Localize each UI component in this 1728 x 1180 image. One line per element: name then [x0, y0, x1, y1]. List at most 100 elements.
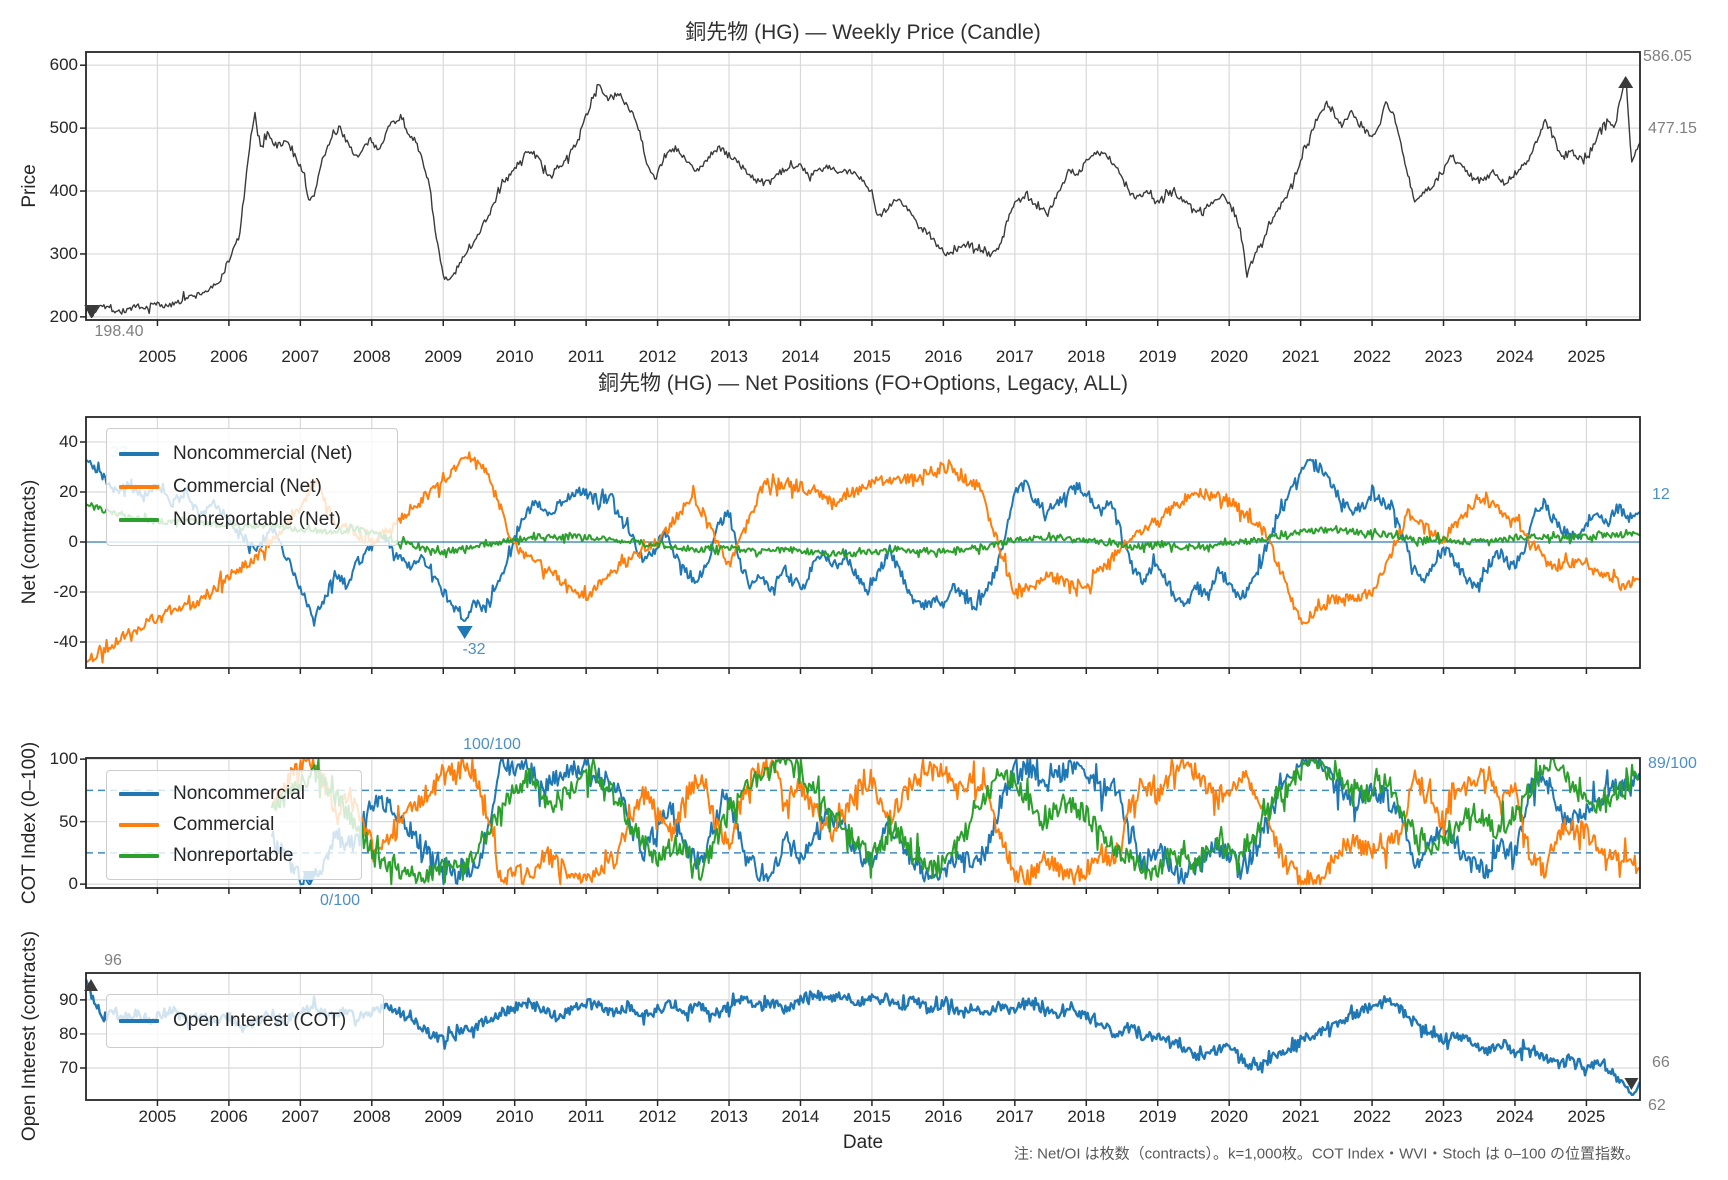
x-tick-label: 2008 — [352, 347, 391, 366]
x-tick-label: 2014 — [781, 347, 820, 366]
noncommercial-line-icon — [119, 792, 159, 797]
x-tick-label: 2010 — [495, 347, 534, 366]
commercial-line-icon — [119, 484, 159, 489]
y-tick-label: 50 — [59, 811, 78, 831]
net-panel-title: 銅先物 (HG) — Net Positions (FO+Options, Le… — [597, 372, 1129, 395]
cot-y-axis-label: COT Index (0–100) — [19, 741, 40, 905]
x-tick-label: 2005 — [138, 1107, 177, 1126]
legend-item-nonreportable: Nonreportable — [119, 845, 345, 867]
x-tick-label: 2015 — [853, 347, 891, 366]
oi-last-annotation: 66 — [1652, 1054, 1670, 1071]
y-tick-label: -20 — [53, 582, 78, 601]
open-interest-line-icon — [119, 1019, 159, 1023]
x-tick-label: 2019 — [1138, 347, 1177, 366]
x-tick-label: 2008 — [352, 1107, 391, 1126]
y-tick-label: 200 — [49, 306, 78, 326]
oi-legend: Open Interest (COT) — [106, 994, 384, 1048]
x-tick-label: 2016 — [924, 347, 963, 366]
x-tick-label: 2015 — [853, 1107, 891, 1126]
legend-label: Nonreportable (Net) — [173, 509, 341, 531]
y-tick-label: 0 — [68, 532, 78, 551]
x-tick-label: 2020 — [1210, 1107, 1249, 1126]
y-tick-label: -40 — [53, 632, 78, 651]
x-axis-label: Date — [842, 1132, 884, 1153]
y-tick-label: 80 — [59, 1023, 78, 1043]
y-tick-label: 100 — [49, 749, 78, 769]
y-tick-label: 600 — [49, 55, 78, 75]
price-panel-title: 銅先物 (HG) — Weekly Price (Candle) — [685, 21, 1041, 44]
x-tick-label: 2006 — [209, 1107, 248, 1126]
legend-item-open-interest: Open Interest (COT) — [119, 1010, 367, 1032]
x-tick-label: 2025 — [1567, 347, 1606, 366]
net-last-annotation: 12 — [1652, 486, 1670, 503]
legend-label: Commercial — [173, 813, 275, 835]
x-tick-label: 2017 — [995, 1107, 1034, 1126]
legend-label: Commercial (Net) — [173, 475, 322, 497]
oi-min-annotation: 62 — [1648, 1097, 1666, 1114]
nonreportable-line-icon — [119, 853, 159, 858]
x-tick-label: 2007 — [281, 347, 320, 366]
y-tick-label: 400 — [49, 181, 78, 201]
x-tick-label: 2011 — [567, 347, 605, 366]
legend-label: Noncommercial (Net) — [173, 442, 353, 464]
y-tick-label: 90 — [59, 989, 78, 1009]
x-tick-label: 2011 — [567, 1107, 605, 1126]
x-tick-label: 2016 — [924, 1107, 963, 1126]
price-y-axis-label: Price — [19, 164, 40, 208]
legend-item-commercial-net: Commercial (Net) — [119, 476, 381, 498]
x-tick-label: 2009 — [424, 347, 463, 366]
x-tick-label: 2024 — [1496, 347, 1534, 366]
x-tick-label: 2017 — [995, 347, 1034, 366]
x-tick-label: 2006 — [209, 347, 248, 366]
x-tick-label: 2009 — [424, 1107, 463, 1126]
legend-item-noncommercial-net: Noncommercial (Net) — [119, 443, 381, 465]
y-tick-label: 20 — [59, 482, 78, 501]
price-start-annotation: 198.40 — [94, 323, 144, 340]
x-tick-label: 2010 — [495, 1107, 534, 1126]
legend-label: Nonreportable — [173, 844, 294, 866]
oi-start-annotation: 96 — [104, 952, 122, 969]
x-tick-label: 2022 — [1353, 1107, 1391, 1126]
x-tick-label: 2012 — [638, 347, 677, 366]
cot-max-annotation: 100/100 — [463, 736, 521, 753]
legend-label: Noncommercial — [173, 783, 305, 805]
x-tick-label: 2018 — [1067, 347, 1106, 366]
x-tick-label: 2020 — [1210, 347, 1249, 366]
y-tick-label: 70 — [59, 1057, 78, 1077]
x-tick-label: 2013 — [710, 1107, 748, 1126]
legend-item-commercial: Commercial — [119, 814, 345, 836]
x-tick-label: 2023 — [1424, 347, 1463, 366]
noncommercial-line-icon — [119, 451, 159, 456]
price-max-annotation: 586.05 — [1643, 48, 1692, 65]
oi-y-axis-label: Open Interest (contracts) — [19, 930, 40, 1142]
x-tick-label: 2025 — [1567, 1107, 1606, 1126]
net-y-axis-label: Net (contracts) — [19, 479, 40, 605]
legend-item-noncommercial: Noncommercial — [119, 783, 345, 805]
x-tick-label: 2022 — [1353, 347, 1391, 366]
x-tick-label: 2019 — [1138, 1107, 1177, 1126]
nonreportable-line-icon — [119, 518, 159, 523]
y-tick-label: 40 — [59, 432, 78, 451]
x-tick-label: 2021 — [1281, 1107, 1320, 1126]
net-legend: Noncommercial (Net) Commercial (Net) Non… — [106, 428, 398, 546]
cot-legend: Noncommercial Commercial Nonreportable — [106, 770, 362, 880]
y-tick-label: 500 — [49, 118, 78, 138]
x-tick-label: 2018 — [1067, 1107, 1106, 1126]
legend-item-nonreportable-net: Nonreportable (Net) — [119, 509, 381, 531]
x-tick-label: 2013 — [710, 347, 748, 366]
x-tick-label: 2024 — [1496, 1107, 1534, 1126]
y-tick-label: 300 — [49, 243, 78, 263]
price-last-annotation: 477.15 — [1648, 120, 1697, 137]
units-footnote: 注: Net/OI は枚数（contracts）。k=1,000枚。COT In… — [1013, 1145, 1640, 1163]
y-tick-label: 0 — [68, 874, 78, 894]
cot-min-annotation: 0/100 — [319, 892, 361, 909]
x-tick-label: 2005 — [138, 347, 177, 366]
legend-label: Open Interest (COT) — [173, 1010, 347, 1031]
x-tick-label: 2014 — [781, 1107, 820, 1126]
x-tick-label: 2023 — [1424, 1107, 1463, 1126]
x-tick-label: 2012 — [638, 1107, 677, 1126]
net-min-annotation: -32 — [462, 641, 486, 658]
x-tick-label: 2021 — [1281, 347, 1320, 366]
cot-last-annotation: 89/100 — [1648, 755, 1697, 772]
